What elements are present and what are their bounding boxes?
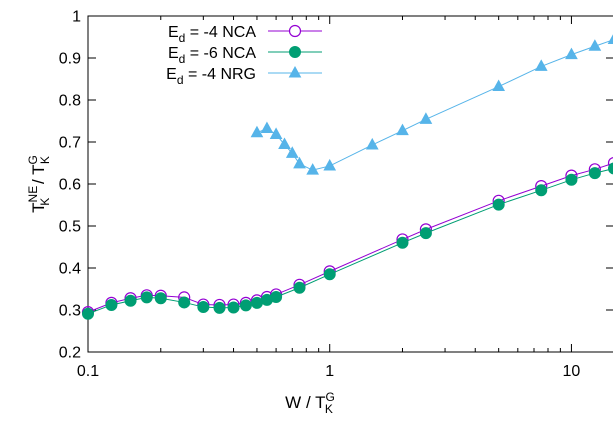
data-point	[493, 81, 504, 91]
series-2	[83, 163, 613, 319]
y-axis-label-t1-sub: K	[38, 198, 52, 206]
legend-marker-2	[290, 47, 301, 58]
legend-marker-3	[290, 67, 301, 77]
series-line-1	[88, 163, 613, 312]
data-point	[609, 34, 613, 44]
data-point	[106, 299, 117, 310]
data-point	[566, 174, 577, 185]
legend-label-3-post: = -4 NRG	[184, 66, 256, 83]
legend-entry-1: Ed = -4 NCA	[168, 24, 322, 45]
y-tick-label: 0.8	[59, 93, 81, 110]
data-point	[179, 297, 190, 308]
y-axis-label-sep: / T	[29, 165, 48, 189]
legend-label-2-pre: E	[168, 45, 179, 62]
x-axis-label-main: W / T	[285, 393, 325, 412]
data-point	[83, 308, 94, 319]
data-point	[367, 139, 378, 149]
data-point	[271, 128, 282, 138]
data-point	[324, 160, 335, 170]
y-axis-label: TNEK / TGK	[26, 155, 52, 213]
legend-label-3: Ed = -4 NRG	[166, 66, 256, 87]
data-point	[214, 302, 225, 313]
legend-label-1-sub: d	[179, 31, 186, 45]
legend-label-2-sub: d	[179, 52, 186, 66]
legend-label-3-pre: E	[166, 66, 177, 83]
data-point	[125, 295, 136, 306]
data-point	[271, 291, 282, 302]
y-tick-label: 0.9	[59, 51, 81, 68]
data-point	[420, 113, 431, 123]
x-tick-label: 1	[325, 363, 334, 380]
legend-entry-2: Ed = -6 NCA	[168, 45, 322, 66]
legend-marker-1	[290, 26, 301, 37]
y-tick-label: 0.4	[59, 261, 81, 278]
data-point	[251, 127, 262, 137]
data-point	[294, 282, 305, 293]
y-axis-label-t2-sub: K	[38, 156, 52, 164]
x-tick-label: 10	[563, 363, 581, 380]
x-axis-label-sub: K	[325, 402, 333, 416]
series-line-3	[257, 40, 613, 171]
y-tick-label: 0.2	[59, 345, 81, 362]
legend-label-1: Ed = -4 NCA	[168, 24, 256, 45]
data-point	[294, 158, 305, 168]
tick-labels: 0.2 0.3 0.4 0.5 0.6 0.7 0.8 0.9 1 0.1 1 10	[59, 9, 581, 381]
data-point	[251, 297, 262, 308]
y-tick-label: 0.3	[59, 303, 81, 320]
data-point	[324, 269, 335, 280]
legend-label-2: Ed = -6 NCA	[168, 45, 256, 66]
data-point	[493, 199, 504, 210]
legend: Ed = -4 NCA Ed = -6 NCA Ed = -4 NRG	[166, 24, 322, 87]
data-point	[536, 185, 547, 196]
legend-label-1-pre: E	[168, 24, 179, 41]
data-point	[228, 302, 239, 313]
series-layer	[83, 34, 613, 320]
series-3	[251, 34, 613, 175]
x-tick-label: 0.1	[77, 363, 99, 380]
data-point	[240, 300, 251, 311]
data-point	[155, 293, 166, 304]
y-tick-label: 1	[72, 9, 81, 26]
data-point	[420, 228, 431, 239]
legend-label-2-post: = -6 NCA	[185, 45, 256, 62]
legend-label-1-post: = -4 NCA	[185, 24, 256, 41]
series-line-2	[88, 168, 613, 313]
data-point	[397, 125, 408, 135]
y-tick-label: 0.5	[59, 219, 81, 236]
legend-label-3-sub: d	[177, 73, 184, 87]
data-point	[261, 123, 272, 133]
y-tick-label: 0.6	[59, 177, 81, 194]
data-point	[198, 302, 209, 313]
legend-entry-3: Ed = -4 NRG	[166, 66, 322, 87]
data-point	[141, 292, 152, 303]
y-tick-label: 0.7	[59, 135, 81, 152]
data-point	[397, 237, 408, 248]
data-point	[589, 168, 600, 179]
